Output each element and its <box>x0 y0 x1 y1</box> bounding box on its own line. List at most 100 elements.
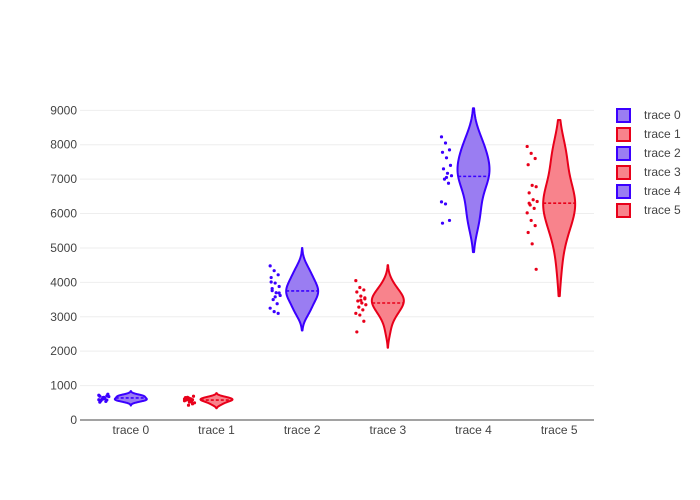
data-point[interactable] <box>440 150 445 154</box>
data-point[interactable] <box>274 291 278 295</box>
data-point[interactable] <box>533 223 537 228</box>
data-point[interactable] <box>443 202 448 206</box>
data-point[interactable] <box>355 290 359 294</box>
data-point[interactable] <box>527 201 531 205</box>
data-point[interactable] <box>444 175 449 180</box>
data-point[interactable] <box>106 393 110 398</box>
data-point[interactable] <box>364 303 368 307</box>
data-point[interactable] <box>355 330 359 334</box>
violin-body[interactable] <box>542 118 577 298</box>
violins <box>97 107 577 410</box>
data-point[interactable] <box>268 264 272 268</box>
data-point[interactable] <box>525 211 529 215</box>
data-point[interactable] <box>105 398 109 402</box>
data-point[interactable] <box>190 398 195 402</box>
data-point[interactable] <box>358 285 362 290</box>
x-tick-label: trace 5 <box>541 423 578 437</box>
legend-item[interactable]: trace 2 <box>616 146 681 161</box>
gridlines <box>80 109 594 421</box>
legend-item[interactable]: trace 4 <box>616 184 681 199</box>
data-point[interactable] <box>439 135 444 139</box>
data-point[interactable] <box>275 302 279 306</box>
data-point[interactable] <box>271 297 275 302</box>
data-point[interactable] <box>277 291 281 295</box>
data-point[interactable] <box>449 174 454 178</box>
legend-item[interactable]: trace 5 <box>616 203 681 218</box>
legend[interactable]: trace 0 trace 1 trace 2 trace 3 trace 4 trace… <box>616 108 681 218</box>
legend-item[interactable]: trace 3 <box>616 165 681 180</box>
data-point[interactable] <box>443 141 448 145</box>
violin-5[interactable] <box>525 118 577 298</box>
data-point[interactable] <box>532 206 536 210</box>
data-point[interactable] <box>441 167 446 171</box>
legend-item[interactable]: trace 1 <box>616 127 681 142</box>
data-point[interactable] <box>439 200 444 204</box>
data-point[interactable] <box>183 396 188 400</box>
data-point[interactable] <box>447 148 452 152</box>
data-point[interactable] <box>276 311 280 315</box>
data-point[interactable] <box>362 319 366 323</box>
data-point[interactable] <box>269 275 273 280</box>
data-point[interactable] <box>273 295 277 299</box>
violin-body[interactable] <box>370 264 405 349</box>
violin-body[interactable] <box>285 246 320 332</box>
data-point[interactable] <box>526 163 530 167</box>
data-point[interactable] <box>531 198 535 202</box>
data-point[interactable] <box>272 310 276 314</box>
data-point[interactable] <box>273 281 277 285</box>
data-point[interactable] <box>270 286 274 291</box>
legend-swatch <box>616 127 631 142</box>
data-point[interactable] <box>447 218 452 223</box>
data-point[interactable] <box>358 313 362 317</box>
data-point[interactable] <box>187 398 192 402</box>
violin-4[interactable] <box>439 107 491 254</box>
data-point[interactable] <box>98 394 102 398</box>
violin-3[interactable] <box>354 264 405 349</box>
data-point[interactable] <box>361 308 365 312</box>
data-point[interactable] <box>362 288 366 292</box>
data-point[interactable] <box>445 171 450 175</box>
data-point[interactable] <box>535 199 539 204</box>
data-point[interactable] <box>363 296 367 300</box>
violin-1[interactable] <box>182 392 234 410</box>
data-point[interactable] <box>534 267 538 271</box>
data-point[interactable] <box>269 280 273 284</box>
violin-body[interactable] <box>456 107 491 254</box>
data-point[interactable] <box>186 403 191 407</box>
data-point[interactable] <box>359 294 363 298</box>
y-tick-label: 3000 <box>50 310 77 324</box>
data-point[interactable] <box>530 242 534 246</box>
data-point[interactable] <box>448 163 453 167</box>
data-point[interactable] <box>272 269 276 273</box>
data-point[interactable] <box>278 293 282 298</box>
data-point[interactable] <box>99 398 103 402</box>
data-point[interactable] <box>525 144 529 149</box>
data-point[interactable] <box>360 301 364 305</box>
data-point[interactable] <box>354 279 358 283</box>
data-point[interactable] <box>444 156 449 160</box>
data-point[interactable] <box>530 183 534 187</box>
y-tick-label: 1000 <box>50 379 77 393</box>
data-point[interactable] <box>102 397 106 401</box>
data-point[interactable] <box>359 298 363 302</box>
data-point[interactable] <box>192 401 197 405</box>
data-point[interactable] <box>446 181 451 185</box>
data-point[interactable] <box>533 156 537 161</box>
data-point[interactable] <box>526 230 530 235</box>
data-point[interactable] <box>534 185 538 189</box>
data-point[interactable] <box>191 394 196 398</box>
data-point[interactable] <box>440 221 445 225</box>
data-point[interactable] <box>529 151 533 155</box>
data-point[interactable] <box>357 305 361 309</box>
data-point[interactable] <box>356 299 360 303</box>
violin-2[interactable] <box>268 246 320 332</box>
data-point[interactable] <box>277 284 281 289</box>
data-point[interactable] <box>268 306 272 310</box>
data-point[interactable] <box>276 273 280 277</box>
violin-0[interactable] <box>97 390 148 407</box>
data-point[interactable] <box>354 311 358 315</box>
legend-label: trace 1 <box>644 127 681 141</box>
data-point[interactable] <box>527 191 531 195</box>
data-point[interactable] <box>529 218 533 223</box>
legend-item[interactable]: trace 0 <box>616 108 681 123</box>
